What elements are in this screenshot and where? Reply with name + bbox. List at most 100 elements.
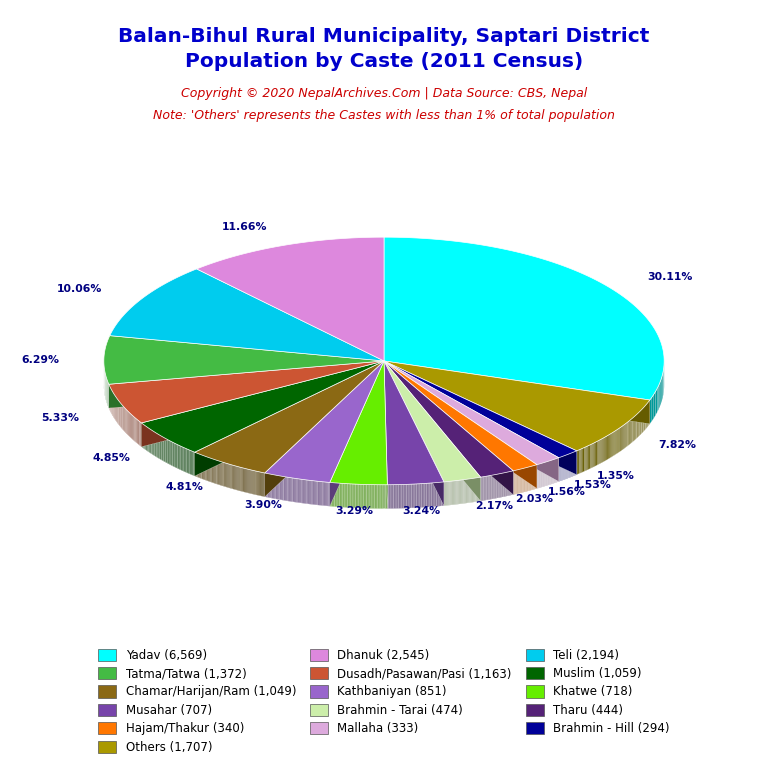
Text: 2.17%: 2.17% <box>475 501 513 511</box>
Polygon shape <box>316 481 317 505</box>
Polygon shape <box>194 452 196 476</box>
Polygon shape <box>294 478 296 502</box>
Polygon shape <box>192 452 193 475</box>
Polygon shape <box>238 467 239 491</box>
Polygon shape <box>255 471 256 495</box>
Polygon shape <box>310 481 311 505</box>
Text: 5.33%: 5.33% <box>41 413 79 423</box>
Polygon shape <box>384 361 537 488</box>
Polygon shape <box>275 475 276 499</box>
Polygon shape <box>324 482 325 506</box>
Polygon shape <box>288 477 289 502</box>
Polygon shape <box>325 482 326 506</box>
Polygon shape <box>201 455 202 478</box>
Polygon shape <box>293 478 294 502</box>
Polygon shape <box>633 417 634 442</box>
Polygon shape <box>609 434 610 458</box>
Polygon shape <box>384 361 481 501</box>
Polygon shape <box>654 392 656 418</box>
Polygon shape <box>302 479 303 503</box>
Polygon shape <box>141 361 384 452</box>
Polygon shape <box>301 479 302 503</box>
Polygon shape <box>608 435 609 459</box>
Polygon shape <box>384 361 387 508</box>
Polygon shape <box>603 438 604 462</box>
Polygon shape <box>230 465 231 488</box>
Polygon shape <box>621 426 622 451</box>
Polygon shape <box>217 460 218 485</box>
Polygon shape <box>620 427 621 452</box>
Polygon shape <box>598 440 599 465</box>
Polygon shape <box>317 482 318 505</box>
Polygon shape <box>251 470 252 494</box>
Polygon shape <box>262 472 263 496</box>
Polygon shape <box>308 480 309 504</box>
Polygon shape <box>206 456 207 481</box>
Polygon shape <box>312 481 313 505</box>
Polygon shape <box>311 481 312 505</box>
Polygon shape <box>384 361 513 477</box>
Polygon shape <box>193 452 194 475</box>
Ellipse shape <box>104 261 664 508</box>
Polygon shape <box>304 480 306 504</box>
Polygon shape <box>322 482 323 505</box>
Polygon shape <box>625 423 626 448</box>
Polygon shape <box>218 461 219 485</box>
Polygon shape <box>628 421 629 445</box>
Polygon shape <box>220 462 221 485</box>
Polygon shape <box>260 472 261 496</box>
Polygon shape <box>626 422 627 447</box>
Polygon shape <box>141 361 384 447</box>
Polygon shape <box>240 467 241 492</box>
Polygon shape <box>272 475 273 498</box>
Polygon shape <box>141 361 384 447</box>
Polygon shape <box>622 425 623 450</box>
Polygon shape <box>384 361 513 495</box>
Polygon shape <box>215 460 216 484</box>
Polygon shape <box>216 460 217 484</box>
Polygon shape <box>202 455 203 479</box>
Polygon shape <box>630 420 631 444</box>
Polygon shape <box>267 473 268 498</box>
Polygon shape <box>329 361 387 485</box>
Polygon shape <box>190 451 191 475</box>
Text: 3.29%: 3.29% <box>336 506 373 516</box>
Polygon shape <box>615 430 616 455</box>
Polygon shape <box>229 464 230 488</box>
Polygon shape <box>589 445 590 469</box>
Polygon shape <box>227 464 228 488</box>
Polygon shape <box>384 361 444 505</box>
Polygon shape <box>623 425 624 449</box>
Polygon shape <box>189 450 190 474</box>
Polygon shape <box>619 428 620 452</box>
Polygon shape <box>203 455 204 479</box>
Polygon shape <box>384 361 444 485</box>
Polygon shape <box>253 471 254 495</box>
Polygon shape <box>233 465 235 489</box>
Polygon shape <box>319 482 320 505</box>
Text: 3.90%: 3.90% <box>245 499 283 509</box>
Polygon shape <box>607 435 608 460</box>
Text: 4.85%: 4.85% <box>93 453 131 463</box>
Text: Balan-Bihul Rural Municipality, Saptari District
Population by Caste (2011 Censu: Balan-Bihul Rural Municipality, Saptari … <box>118 27 650 71</box>
Polygon shape <box>321 482 322 505</box>
Polygon shape <box>604 436 606 461</box>
Text: 10.06%: 10.06% <box>57 284 102 294</box>
Polygon shape <box>297 478 298 502</box>
Polygon shape <box>256 471 257 495</box>
Polygon shape <box>652 394 654 421</box>
Polygon shape <box>594 442 596 466</box>
Polygon shape <box>627 422 628 446</box>
Polygon shape <box>632 418 633 442</box>
Polygon shape <box>197 453 198 477</box>
Polygon shape <box>269 474 270 498</box>
Polygon shape <box>204 456 205 480</box>
Polygon shape <box>384 237 664 400</box>
Polygon shape <box>265 361 384 497</box>
Polygon shape <box>592 443 594 468</box>
Polygon shape <box>287 477 288 501</box>
Polygon shape <box>211 458 212 482</box>
Polygon shape <box>577 450 578 475</box>
Polygon shape <box>273 475 274 498</box>
Polygon shape <box>199 454 200 478</box>
